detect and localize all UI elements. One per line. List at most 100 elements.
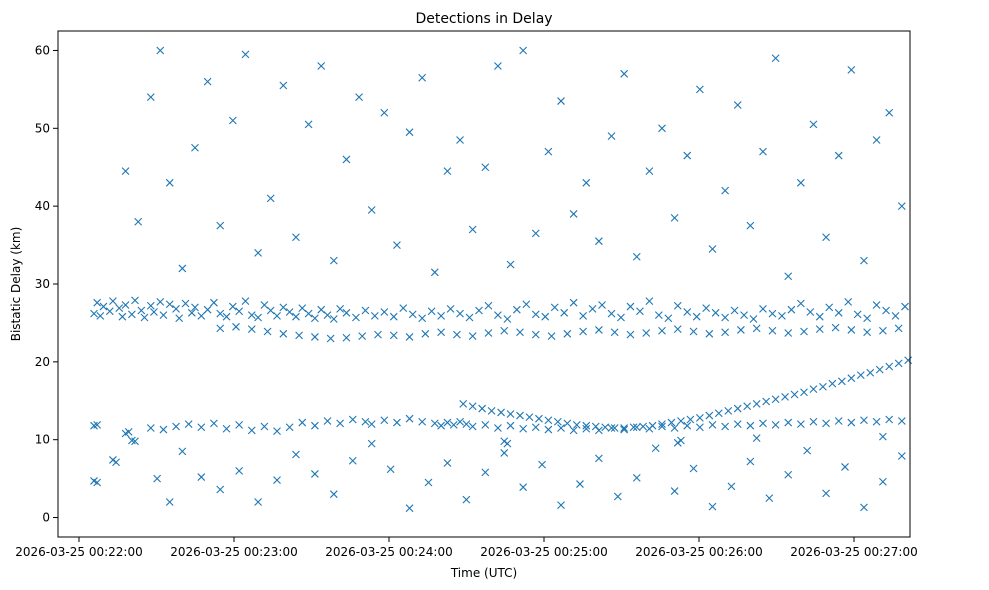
- detection-point: [879, 326, 887, 335]
- detection-point: [336, 419, 345, 428]
- detection-point: [418, 314, 427, 323]
- detection-point: [462, 420, 471, 429]
- detection-point: [632, 473, 641, 482]
- detection-point: [131, 437, 139, 446]
- detection-point: [645, 297, 654, 306]
- detection-point: [610, 424, 619, 432]
- detection-point: [740, 311, 748, 320]
- detection-point: [620, 69, 629, 78]
- detection-point: [885, 108, 894, 117]
- detection-point: [494, 424, 502, 432]
- detection-point: [348, 456, 357, 465]
- detection-point: [393, 241, 401, 249]
- detection-point: [759, 147, 767, 156]
- detection-point: [778, 312, 786, 320]
- detection-point: [800, 388, 808, 397]
- detection-point: [544, 425, 553, 434]
- detection-point: [115, 304, 124, 313]
- detection-point: [418, 417, 427, 426]
- detection-point: [724, 407, 733, 415]
- detection-point: [197, 473, 206, 481]
- detection-point: [822, 233, 830, 242]
- detection-point: [468, 422, 477, 431]
- detection-point: [595, 237, 603, 246]
- detection-point: [159, 425, 168, 434]
- detection-point: [557, 424, 565, 432]
- detection-point: [203, 77, 212, 86]
- detection-point: [266, 306, 275, 315]
- detection-point: [538, 460, 546, 469]
- detection-point: [146, 301, 155, 310]
- detection-point: [484, 329, 493, 337]
- detection-point: [834, 417, 843, 425]
- detection-point: [651, 444, 660, 453]
- y-tick-label: 50: [35, 121, 50, 135]
- detection-point: [733, 101, 742, 109]
- detection-point: [370, 312, 379, 320]
- detection-point: [749, 315, 758, 323]
- detection-point: [746, 221, 755, 230]
- detection-point: [285, 423, 294, 432]
- detection-point: [595, 326, 603, 334]
- detection-point: [336, 305, 345, 313]
- detection-point: [639, 422, 647, 431]
- detection-point: [380, 108, 389, 117]
- detection-point: [860, 416, 868, 425]
- detection-point: [765, 494, 774, 502]
- x-tick-label: 2026-03-25 00:22:00: [15, 545, 142, 559]
- x-tick-label: 2026-03-25 00:27:00: [790, 545, 917, 559]
- detection-point: [197, 423, 206, 432]
- detection-point: [443, 418, 452, 427]
- detection-point: [210, 298, 218, 307]
- detection-point: [273, 312, 281, 320]
- detection-point: [557, 97, 565, 105]
- detection-point: [247, 325, 256, 334]
- detection-point: [437, 312, 446, 320]
- detection-point: [658, 422, 666, 431]
- detection-point: [815, 325, 824, 334]
- detection-point: [733, 404, 742, 413]
- detection-point: [636, 307, 644, 316]
- detection-point: [544, 147, 553, 156]
- detection-point: [285, 308, 294, 316]
- detection-point: [393, 418, 401, 427]
- detection-point: [197, 312, 206, 320]
- detection-point: [673, 301, 682, 310]
- detection-point: [610, 328, 619, 337]
- detection-point: [771, 54, 780, 63]
- x-tick-label: 2026-03-25 00:25:00: [480, 545, 607, 559]
- detection-point: [121, 167, 130, 176]
- detection-point: [727, 482, 736, 491]
- detection-point: [295, 331, 304, 340]
- detection-point: [617, 313, 625, 322]
- detection-point: [459, 399, 468, 408]
- detection-point: [273, 427, 281, 436]
- detection-point: [591, 422, 600, 431]
- detection-point: [481, 163, 490, 172]
- detection-point: [247, 311, 256, 320]
- detection-point: [317, 62, 326, 70]
- detection-point: [705, 411, 714, 420]
- detection-point: [506, 421, 515, 430]
- detection-point: [449, 421, 458, 429]
- detection-point: [184, 420, 193, 429]
- detection-point: [645, 167, 654, 176]
- detection-point: [885, 362, 894, 371]
- detection-point: [588, 305, 597, 313]
- detection-point: [380, 416, 389, 425]
- detection-point: [437, 421, 446, 430]
- detection-point: [563, 329, 572, 338]
- detection-point: [127, 310, 136, 319]
- detection-point: [626, 330, 635, 339]
- detection-point: [279, 81, 288, 90]
- detection-point: [427, 307, 436, 316]
- detection-point: [260, 422, 269, 431]
- detection-point: [796, 178, 805, 187]
- detection-point: [310, 314, 319, 323]
- detection-point: [203, 305, 212, 314]
- y-tick-label: 10: [35, 433, 50, 447]
- detection-point: [683, 421, 692, 430]
- detection-point: [711, 308, 720, 317]
- detection-point: [418, 73, 427, 82]
